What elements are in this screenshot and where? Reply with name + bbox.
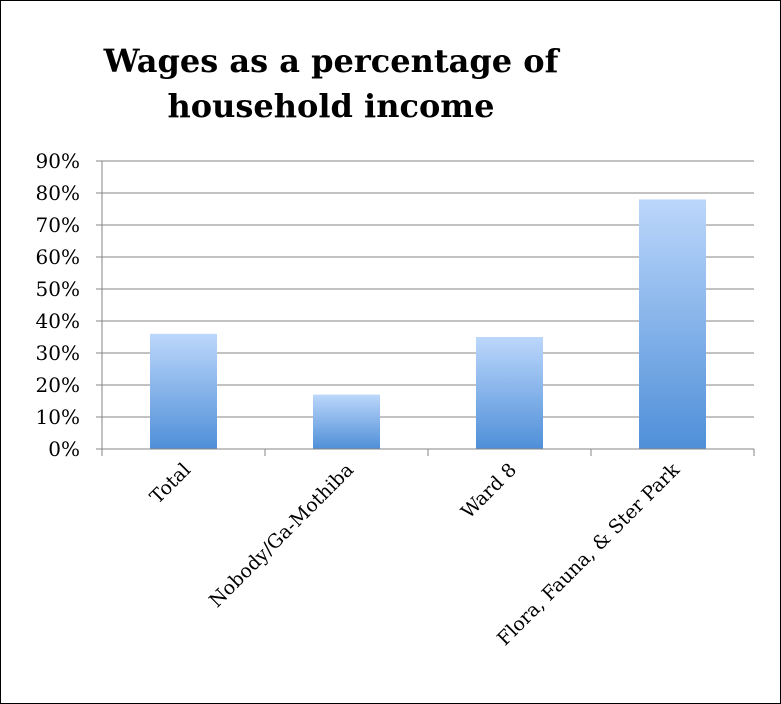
chart-title-line-1: Wages as a percentage of bbox=[103, 42, 559, 80]
y-tick-label: 90% bbox=[36, 149, 80, 173]
bar bbox=[476, 337, 543, 449]
x-category-label: Flora, Fauna, & Ster Park bbox=[493, 459, 684, 650]
y-tick-label: 20% bbox=[36, 373, 80, 397]
y-tick-label: 60% bbox=[36, 245, 80, 269]
y-tick-label: 0% bbox=[48, 437, 80, 461]
y-tick-label: 70% bbox=[36, 213, 80, 237]
chart-title: Wages as a percentage of household incom… bbox=[61, 39, 601, 129]
chart-title-line-2: household income bbox=[167, 87, 495, 125]
bar bbox=[639, 199, 706, 449]
x-category-label: Nobody/Ga-Mothiba bbox=[205, 459, 358, 612]
y-axis-tick-labels: 0% 10% 20% 30% 40% 50% 60% 70% 80% 90% bbox=[36, 149, 80, 461]
bars bbox=[150, 199, 706, 449]
y-tick-label: 80% bbox=[36, 181, 80, 205]
bar bbox=[313, 394, 380, 449]
y-tick-label: 50% bbox=[36, 277, 80, 301]
y-tick-label: 10% bbox=[36, 405, 80, 429]
x-category-label: Ward 8 bbox=[457, 459, 521, 523]
y-tick-label: 30% bbox=[36, 341, 80, 365]
x-axis bbox=[101, 448, 755, 456]
y-tick-label: 40% bbox=[36, 309, 80, 333]
x-category-label: Total bbox=[146, 459, 195, 508]
bar bbox=[150, 333, 217, 449]
